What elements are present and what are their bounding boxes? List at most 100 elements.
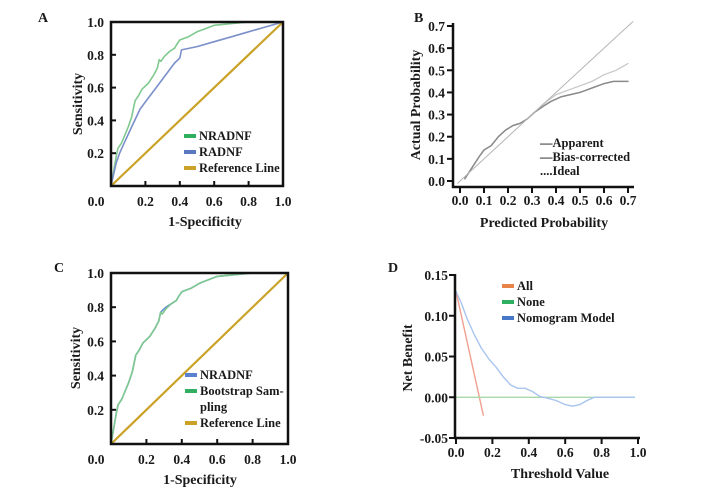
legend-label: —Apparent — [539, 136, 605, 150]
legend-label: All — [517, 279, 534, 293]
legend-label: Bootstrap Sam- — [200, 384, 284, 398]
x-tick-label: 0.3 — [524, 193, 541, 208]
legend-swatch — [185, 421, 197, 425]
y-tick-label: 0.0 — [428, 174, 445, 189]
panel-a-roc: A 0.0 0.2 0.4 0.6 0.8 1.0 0.2 0.4 0.6 0.8 1.0 1-Sp… — [38, 11, 292, 230]
legend-item-bootstrap-sampling: Bootstrap Sam-pling — [185, 384, 284, 414]
y-axis-label: Net Benefit — [401, 324, 416, 392]
legend-label: ....Ideal — [540, 164, 580, 178]
x-tick-label: 0.8 — [240, 194, 257, 209]
legend-item-nradnf: NRADNF — [185, 368, 253, 382]
legend-item-none: None — [502, 295, 545, 309]
legend-label: Nomogram Model — [517, 311, 615, 325]
panel-b-calibration: B 0.0 0.1 0.2 0.3 0.4 0.5 0.6 0.7 0.0 0.1 0.2 0.3 0.… — [409, 11, 637, 231]
y-tick-label: 0.1 — [428, 152, 445, 167]
legend-swatch — [502, 316, 514, 320]
x-tick-label: 1.0 — [275, 194, 292, 209]
y-tick-label: 0.15 — [424, 268, 448, 283]
panel-label-d: D — [388, 261, 398, 276]
legend-item-ideal: ....Ideal — [540, 164, 580, 178]
legend-swatch — [502, 300, 514, 304]
y-tick-label: 0.8 — [87, 300, 104, 315]
plot-frame — [109, 271, 290, 446]
x-axis-label: Threshold Value — [511, 467, 609, 482]
y-tick-label: 0.2 — [87, 146, 104, 161]
legend-item-nradnf: NRADNF — [184, 129, 252, 143]
plot-frame — [109, 20, 285, 188]
series-line-bootstrap-sampling — [110, 272, 289, 445]
x-tick-label: 0.7 — [620, 193, 637, 208]
y-tick-label: 0.5 — [428, 63, 445, 78]
x-tick-label: 0.6 — [596, 193, 613, 208]
x-axis-label: 1-Specificity — [168, 215, 242, 230]
y-tick-label: 0.10 — [424, 309, 448, 324]
legend-label: Reference Line — [200, 416, 281, 430]
panel-label-a: A — [38, 11, 49, 26]
series-line-reference-line — [109, 20, 285, 188]
y-tick-label: 0.8 — [87, 48, 104, 63]
legend-label: Reference Line — [199, 161, 280, 175]
x-tick-label: 0.6 — [206, 194, 223, 209]
x-tick-label: 0.8 — [244, 452, 261, 467]
panel-d-decision-curve: D 0.0 0.2 0.4 0.6 0.8 1.0 -0.05 0.00 0.05 0.10 0.1… — [388, 261, 647, 482]
legend-swatch — [185, 389, 197, 393]
legend-label: NRADNF — [200, 368, 253, 382]
y-tick-label: 0.4 — [428, 85, 445, 100]
x-tick-label: 0.4 — [520, 445, 537, 460]
y-tick-label: 0.2 — [87, 403, 104, 418]
y-tick-label: 0.00 — [424, 390, 448, 405]
x-tick-label: 0.2 — [138, 452, 155, 467]
legend-swatch — [184, 150, 196, 154]
x-tick-label: 0.0 — [88, 452, 105, 467]
x-tick-label: 0.5 — [572, 193, 589, 208]
legend-label: RADNF — [199, 145, 243, 159]
y-tick-label: 0.4 — [87, 369, 104, 384]
panel-label-b: B — [414, 11, 423, 26]
y-tick-label: 0.6 — [428, 41, 445, 56]
y-tick-label: 0.6 — [87, 334, 104, 349]
y-tick-label: -0.05 — [420, 431, 448, 446]
x-tick-label: 0.8 — [593, 445, 610, 460]
x-axis-label: Predicted Probability — [480, 216, 608, 231]
x-tick-label: 1.0 — [630, 445, 647, 460]
x-axis-label: 1-Specificity — [163, 473, 237, 488]
series-line-reference-line — [109, 271, 290, 446]
x-tick-label: 0.0 — [448, 445, 465, 460]
x-tick-label: 0.2 — [484, 445, 501, 460]
legend-swatch — [502, 284, 514, 288]
y-tick-label: 1.0 — [87, 15, 104, 30]
legend-label: pling — [200, 400, 228, 414]
panel-c-roc-bootstrap: C 0.0 0.2 0.4 0.6 0.8 1.0 0.2 0.4 0.6 0.8 1.0 1-Sp… — [54, 261, 297, 488]
y-tick-label: 0.3 — [428, 108, 445, 123]
y-tick-label: 0.7 — [428, 19, 445, 34]
panel-label-c: C — [54, 261, 64, 276]
legend-item-bias-corrected: —Bias-corrected — [539, 150, 630, 164]
legend-swatch — [184, 134, 196, 138]
x-tick-label: 0.1 — [476, 193, 493, 208]
y-axis-label: Actual Probability — [409, 50, 424, 161]
x-tick-label: 0.2 — [500, 193, 517, 208]
y-axis-label: Sensitivity — [71, 73, 86, 135]
legend-item-radnf: RADNF — [184, 145, 243, 159]
legend-label: —Bias-corrected — [539, 150, 630, 164]
series-line-ideal — [457, 21, 634, 184]
y-tick-label: 0.4 — [87, 113, 104, 128]
legend-item-nomogram-model: Nomogram Model — [502, 311, 615, 325]
x-tick-label: 1.0 — [280, 452, 297, 467]
legend-item-reference-line: Reference Line — [184, 161, 280, 175]
y-tick-label: 0.6 — [87, 81, 104, 96]
x-tick-label: 0.4 — [548, 193, 565, 208]
series-line-all — [455, 290, 484, 416]
x-tick-label: 0.4 — [171, 194, 188, 209]
x-tick-label: 0.0 — [452, 193, 469, 208]
y-tick-label: 1.0 — [87, 266, 104, 281]
y-tick-label: 0.05 — [424, 350, 448, 365]
y-tick-label: 0.2 — [428, 130, 445, 145]
series-line-nradnf — [110, 21, 284, 187]
x-tick-label: 0.6 — [209, 452, 226, 467]
legend-swatch — [185, 373, 197, 377]
legend-item-reference-line: Reference Line — [185, 416, 281, 430]
legend-item-apparent: —Apparent — [539, 136, 605, 150]
legend-label: None — [517, 295, 545, 309]
